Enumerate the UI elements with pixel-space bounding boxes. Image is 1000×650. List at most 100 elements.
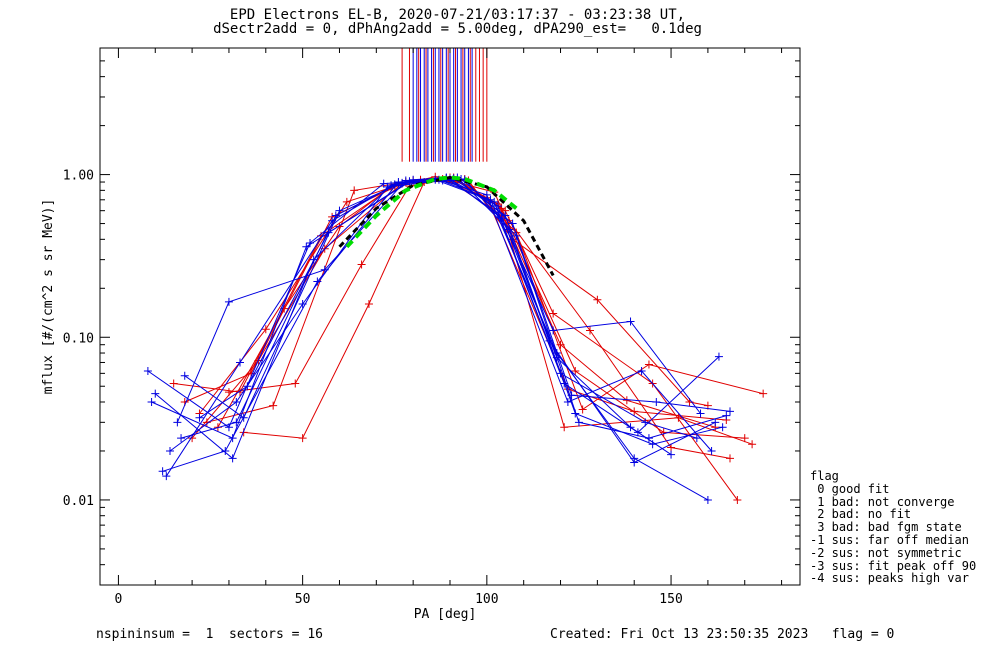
data-point-blue <box>549 326 558 335</box>
data-point-blue <box>394 179 403 188</box>
data-point-blue <box>707 446 716 455</box>
data-point-blue <box>195 413 204 422</box>
data-point-blue <box>726 407 734 416</box>
data-point-blue <box>644 434 653 443</box>
data-point-red <box>364 300 373 309</box>
data-point-red <box>549 309 558 318</box>
legend-item: -4 sus: peaks high var <box>810 571 969 586</box>
legend-item: 1 bad: not converge <box>810 494 955 509</box>
data-point-blue <box>722 411 731 420</box>
data-point-blue <box>637 367 646 376</box>
data-point-blue <box>652 397 661 406</box>
data-point-blue <box>331 211 340 220</box>
data-point-blue <box>641 418 650 427</box>
legend-item: 3 bad: bad fgm state <box>810 520 962 535</box>
data-point-red <box>759 389 768 398</box>
data-point-red <box>298 434 307 443</box>
data-point-blue <box>166 446 174 455</box>
data-point-red <box>667 443 676 452</box>
fit-curve-black <box>338 175 555 277</box>
data-point-red <box>593 295 602 304</box>
data-point-blue <box>239 413 248 422</box>
data-point-red <box>224 388 233 397</box>
chart-title-line1: EPD Electrons EL-B, 2020-07-21/03:17:37 … <box>229 7 686 23</box>
data-point-blue <box>243 382 252 391</box>
data-point-blue <box>696 409 705 418</box>
data-point-blue <box>556 369 565 378</box>
data-point-blue <box>493 202 502 211</box>
data-point-blue <box>224 297 233 306</box>
data-point-blue <box>298 300 307 309</box>
data-point-blue <box>508 219 517 228</box>
data-point-blue <box>711 418 720 427</box>
data-point-blue <box>379 179 388 188</box>
series-line-blue <box>180 179 727 439</box>
x-tick-label: 50 <box>295 592 311 607</box>
data-point-blue <box>158 467 167 476</box>
data-point-red <box>357 260 366 269</box>
flag-legend: flag 0 good fit 1 bad: not converge 2 ba… <box>810 470 976 585</box>
data-point-blue <box>232 418 241 427</box>
data-point-red <box>571 367 580 376</box>
fit-curve-green <box>345 175 518 249</box>
x-axis-label: PA [deg] <box>414 607 477 622</box>
data-point-blue <box>405 177 414 186</box>
data-point-red <box>291 379 300 388</box>
footer-left-text: nspininsum = 1 sectors = 16 <box>96 627 323 642</box>
data-point-blue <box>236 358 244 367</box>
data-point-blue <box>151 389 160 398</box>
series-line-red <box>184 176 716 428</box>
data-point-blue <box>177 434 186 443</box>
series-line-blue <box>165 179 697 477</box>
data-point-red <box>350 186 359 195</box>
legend-item: -3 sus: fit peak off 90 <box>810 558 977 573</box>
data-point-red <box>269 401 278 410</box>
x-tick-label: 100 <box>475 592 498 607</box>
chart-title-line2: dSectr2add = 0, dPhAng2add = 5.00deg, dP… <box>213 21 702 37</box>
data-point-blue <box>320 265 329 274</box>
data-point-blue <box>228 454 237 463</box>
data-point-blue <box>482 190 491 199</box>
data-point-blue <box>630 458 639 467</box>
data-point-blue <box>574 418 583 427</box>
data-point-red <box>733 495 742 504</box>
y-tick-label: 1.00 <box>63 169 94 184</box>
data-point-red <box>169 379 178 388</box>
data-point-blue <box>143 367 152 376</box>
x-tick-label: 150 <box>659 592 682 607</box>
data-point-red <box>560 423 569 432</box>
data-point-blue <box>692 434 701 443</box>
data-point-blue <box>626 317 635 326</box>
y-axis-label: mflux [#/(cm^2 s sr MeV)] <box>41 199 56 395</box>
legend-item: 0 good fit <box>810 481 890 496</box>
data-point-red <box>261 325 270 334</box>
data-point-blue <box>667 450 676 459</box>
footer-right-text: Created: Fri Oct 13 23:50:35 2023 flag =… <box>550 627 895 642</box>
legend-item: -2 sus: not symmetric <box>810 545 962 560</box>
series-line-blue <box>147 179 709 501</box>
data-point-blue <box>180 371 189 380</box>
data-point-blue <box>703 495 712 504</box>
legend-item: -1 sus: far off median <box>810 532 969 547</box>
data-point-red <box>740 434 749 443</box>
data-point-blue <box>512 231 521 240</box>
legend-title: flag <box>810 469 839 483</box>
data-point-blue <box>714 352 723 361</box>
data-point-red <box>748 440 757 449</box>
data-point-blue <box>302 242 311 251</box>
series-line-blue <box>184 177 716 464</box>
data-point-blue <box>567 391 576 400</box>
x-tick-label: 0 <box>115 592 123 607</box>
data-point-blue <box>228 434 237 443</box>
data-point-red <box>578 405 587 414</box>
y-tick-label: 0.10 <box>63 331 94 346</box>
y-tick-label: 0.01 <box>63 494 94 509</box>
data-point-blue <box>626 423 635 432</box>
data-point-red <box>644 360 653 369</box>
data-point-blue <box>173 418 182 427</box>
data-point-blue <box>221 446 230 455</box>
data-point-red <box>674 413 683 422</box>
data-point-red <box>586 326 594 335</box>
legend-item: 2 bad: no fit <box>810 507 912 522</box>
